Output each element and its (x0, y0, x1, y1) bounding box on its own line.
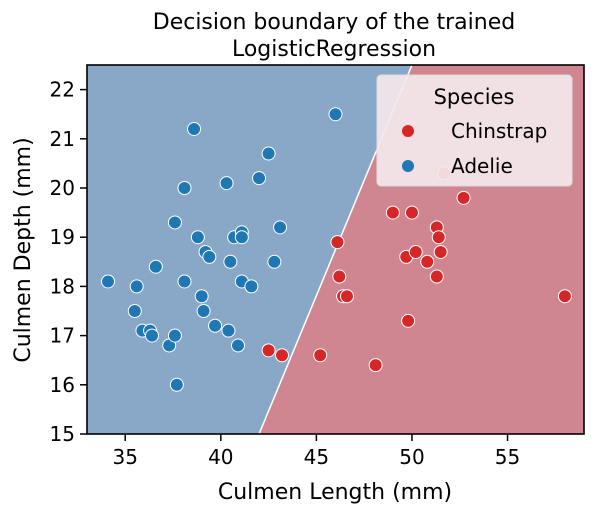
adelie-point-5 (144, 328, 159, 343)
y-tick-label-21: 21 (50, 127, 75, 151)
legend-label-adelie: Adelie (451, 154, 513, 178)
chinstrap-point-16 (431, 230, 446, 245)
chinstrap-point-17 (433, 244, 448, 259)
y-axis-label: Culmen Depth (mm) (11, 137, 36, 362)
adelie-point-11 (177, 181, 192, 195)
chinstrap-point-4 (332, 269, 347, 284)
x-tick-label-55: 55 (495, 445, 520, 469)
adelie-point-30 (261, 146, 276, 161)
chinstrap-point-6 (339, 289, 354, 304)
adelie-point-26 (234, 230, 249, 245)
adelie-point-8 (167, 328, 182, 343)
x-tick-label-35: 35 (113, 445, 138, 469)
legend-label-chinstrap: Chinstrap (451, 119, 547, 143)
chinstrap-point-7 (368, 358, 383, 373)
adelie-point-12 (177, 274, 192, 289)
chinstrap-point-0 (261, 343, 276, 358)
adelie-point-20 (219, 176, 234, 191)
adelie-point-15 (194, 289, 209, 304)
legend-title: Species (434, 85, 515, 109)
adelie-point-33 (328, 107, 343, 122)
x-tick-label-45: 45 (304, 445, 329, 469)
adelie-point-0 (101, 274, 116, 289)
y-tick-label-20: 20 (50, 176, 75, 200)
adelie-point-13 (187, 121, 202, 136)
adelie-point-18 (202, 249, 217, 264)
chinstrap-point-3 (330, 235, 345, 250)
y-tick-label-18: 18 (50, 274, 75, 298)
plot-frame (86, 64, 585, 435)
legend: Species Chinstrap Adelie (376, 74, 573, 187)
chart-title-line-1: Decision boundary of the trained (153, 10, 515, 35)
chart-title-line-2: LogisticRegression (232, 37, 436, 62)
chinstrap-point-20 (557, 289, 572, 304)
y-tick-label-17: 17 (50, 324, 75, 348)
adelie-point-14 (190, 230, 205, 245)
adelie-point-1 (127, 304, 142, 318)
y-axis-ticks: 15 16 17 18 19 20 21 22 (50, 78, 87, 446)
adelie-point-6 (148, 259, 163, 274)
x-tick-label-50: 50 (399, 445, 424, 469)
adelie-point-24 (231, 338, 246, 353)
chinstrap-point-2 (313, 348, 328, 363)
chinstrap-point-11 (404, 205, 419, 220)
adelie-point-2 (129, 279, 144, 294)
adelie-point-16 (196, 304, 211, 318)
chinstrap-point-1 (274, 348, 289, 363)
chinstrap-point-13 (420, 254, 435, 269)
adelie-point-22 (223, 254, 238, 269)
legend-marker-adelie (402, 160, 414, 172)
x-tick-label-40: 40 (208, 445, 233, 469)
adelie-point-9 (167, 215, 182, 230)
x-axis-label: Culmen Length (mm) (218, 480, 452, 505)
adelie-point-32 (273, 220, 288, 235)
scatter-points (101, 107, 572, 392)
adelie-point-31 (267, 254, 282, 269)
legend-marker-chinstrap (402, 125, 414, 137)
y-tick-label-19: 19 (50, 225, 75, 249)
chinstrap-point-19 (456, 190, 471, 205)
chinstrap-point-8 (385, 205, 400, 220)
adelie-point-10 (169, 377, 184, 392)
x-axis-ticks: 35 40 45 50 55 (113, 434, 520, 469)
chinstrap-point-12 (408, 244, 423, 259)
legend-box (376, 74, 573, 187)
adelie-point-29 (252, 171, 267, 186)
adelie-point-19 (208, 318, 223, 333)
chinstrap-point-15 (429, 269, 444, 284)
adelie-point-21 (221, 323, 236, 338)
y-tick-label-22: 22 (50, 78, 75, 102)
y-tick-label-15: 15 (50, 422, 75, 446)
adelie-point-28 (244, 279, 259, 294)
y-tick-label-16: 16 (50, 373, 75, 397)
chinstrap-point-10 (401, 313, 416, 328)
